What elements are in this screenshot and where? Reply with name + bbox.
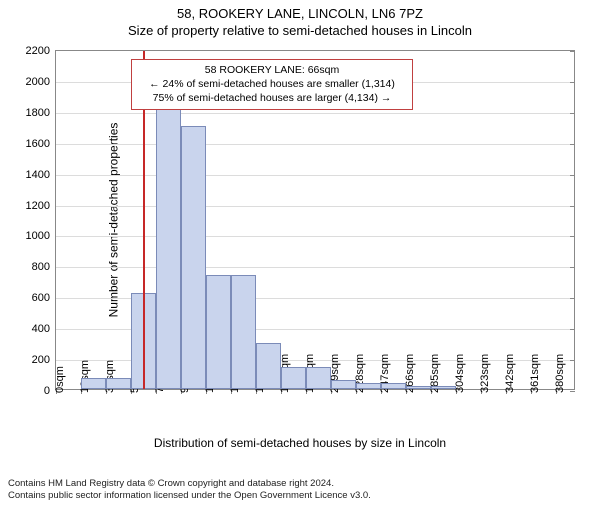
ytick-label: 1600	[26, 138, 56, 150]
ytick-label: 1200	[26, 200, 56, 212]
legend-line-3: 75% of semi-detached houses are larger (…	[138, 91, 406, 105]
chart-container: Number of semi-detached properties 02004…	[0, 42, 600, 462]
ytick-mark	[570, 360, 575, 361]
chart-title: Size of property relative to semi-detach…	[0, 23, 600, 38]
histogram-bar	[281, 367, 306, 389]
xtick-label: 323sqm	[479, 354, 491, 393]
histogram-bar	[331, 380, 356, 389]
histogram-bar	[381, 383, 406, 389]
ytick-mark	[570, 267, 575, 268]
histogram-bar	[306, 367, 331, 389]
ytick-label: 600	[32, 292, 56, 304]
ytick-label: 2000	[26, 76, 56, 88]
gridline-h	[56, 206, 574, 207]
ytick-mark	[570, 144, 575, 145]
histogram-bar	[206, 275, 231, 389]
ytick-mark	[570, 82, 575, 83]
ytick-mark	[570, 113, 575, 114]
histogram-bar	[156, 108, 181, 389]
ytick-mark	[570, 206, 575, 207]
histogram-bar	[256, 343, 281, 389]
gridline-h	[56, 267, 574, 268]
ytick-label: 1000	[26, 230, 56, 242]
histogram-bar	[431, 386, 456, 389]
gridline-h	[56, 113, 574, 114]
ytick-mark	[570, 175, 575, 176]
histogram-bar	[406, 386, 431, 389]
ytick-mark	[570, 51, 575, 52]
plot-area: Number of semi-detached properties 02004…	[55, 50, 575, 390]
legend-box: 58 ROOKERY LANE: 66sqm ← 24% of semi-det…	[131, 59, 413, 110]
gridline-h	[56, 236, 574, 237]
xtick-label: 0sqm	[54, 366, 66, 393]
ytick-mark	[570, 329, 575, 330]
xtick-label: 342sqm	[504, 354, 516, 393]
y-axis-label: Number of semi-detached properties	[106, 123, 120, 318]
xtick-label: 380sqm	[554, 354, 566, 393]
ytick-label: 400	[32, 323, 56, 335]
ytick-label: 1400	[26, 169, 56, 181]
attribution-line-2: Contains public sector information licen…	[8, 490, 371, 502]
histogram-bar	[81, 378, 106, 389]
ytick-label: 200	[32, 354, 56, 366]
legend-line-1: 58 ROOKERY LANE: 66sqm	[138, 63, 406, 77]
chart-supertitle: 58, ROOKERY LANE, LINCOLN, LN6 7PZ	[0, 6, 600, 21]
ytick-mark	[570, 298, 575, 299]
histogram-bar	[356, 383, 381, 389]
histogram-bar	[181, 126, 206, 389]
ytick-label: 1800	[26, 107, 56, 119]
histogram-bar	[231, 275, 256, 389]
x-axis-label: Distribution of semi-detached houses by …	[0, 436, 600, 450]
ytick-mark	[570, 236, 575, 237]
ytick-label: 800	[32, 261, 56, 273]
gridline-h	[56, 175, 574, 176]
legend-line-2: ← 24% of semi-detached houses are smalle…	[138, 77, 406, 91]
ytick-label: 2200	[26, 45, 56, 57]
gridline-h	[56, 144, 574, 145]
xtick-label: 361sqm	[529, 354, 541, 393]
attribution-text: Contains HM Land Registry data © Crown c…	[8, 478, 371, 502]
attribution-line-1: Contains HM Land Registry data © Crown c…	[8, 478, 371, 490]
histogram-bar	[106, 378, 131, 389]
ytick-mark	[570, 391, 575, 392]
